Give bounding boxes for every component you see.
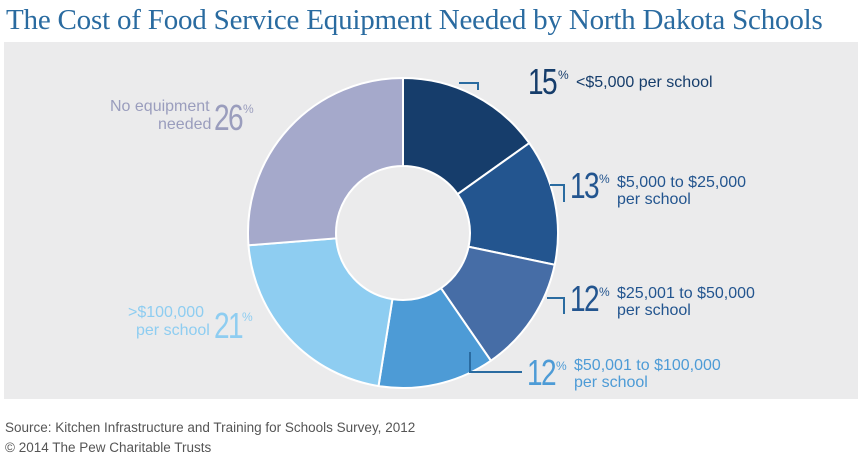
donut-chart <box>247 76 565 389</box>
label-50001-100000-text-1: $50,001 to $100,000 <box>574 357 721 374</box>
label-no-equipment-text-2: needed <box>158 116 212 133</box>
label-under-5000-value: 15 <box>528 61 558 102</box>
percent-sign: % <box>558 68 569 82</box>
label-connector-line <box>550 184 565 202</box>
label-over-100000-text-1: >$100,000 <box>128 304 205 321</box>
percent-sign: % <box>242 310 253 324</box>
label-connector-line <box>547 297 565 314</box>
label-50001-100000-value: 12 <box>527 352 557 393</box>
label-5000-25000-value: 13 <box>570 165 600 206</box>
percent-sign: % <box>599 285 610 299</box>
source-note: Source: Kitchen Infrastructure and Train… <box>5 420 416 435</box>
label-over-100000-value: 21 <box>214 305 244 346</box>
label-under-5000-text: <$5,000 per school <box>576 74 713 91</box>
percent-sign: % <box>243 102 254 116</box>
label-5000-25000-text-2: per school <box>617 191 691 208</box>
label-no-equipment-text-1: No equipment <box>110 98 210 115</box>
label-connector-line <box>459 82 479 90</box>
percent-sign: % <box>599 172 610 186</box>
label-50001-100000-text-2: per school <box>574 374 648 391</box>
donut-slice <box>247 76 404 247</box>
label-connector-line <box>469 352 522 373</box>
copyright-note: © 2014 The Pew Charitable Trusts <box>5 440 212 455</box>
label-no-equipment-value: 26 <box>214 97 244 138</box>
label-over-100000-text-2: per school <box>136 322 210 339</box>
label-25001-50000-text-1: $25,001 to $50,000 <box>617 285 755 302</box>
percent-sign: % <box>556 359 567 373</box>
label-25001-50000-text-2: per school <box>617 302 691 319</box>
chart-title: The Cost of Food Service Equipment Neede… <box>6 4 823 36</box>
donut-slice <box>247 237 394 388</box>
label-25001-50000-value: 12 <box>570 278 600 319</box>
label-5000-25000-text-1: $5,000 to $25,000 <box>617 174 747 191</box>
